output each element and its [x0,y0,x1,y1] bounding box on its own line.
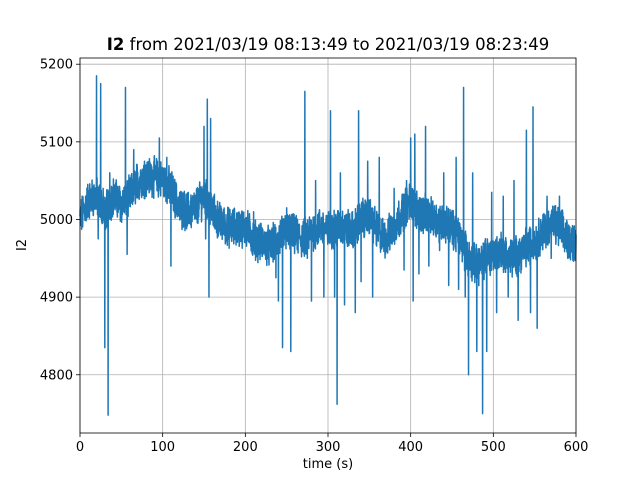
x-axis-ticks: 0 100 200 300 400 500 600 [76,433,589,455]
x-tick-label: 300 [316,440,341,455]
x-tick-label: 400 [398,440,423,455]
series-layer [79,75,577,416]
y-tick-label: 4800 [40,368,73,383]
x-tick-label: 500 [481,440,506,455]
chart-title: I2 from 2021/03/19 08:13:49 to 2021/03/1… [107,35,549,54]
x-axis-label: time (s) [303,457,353,472]
x-tick-label: 200 [233,440,258,455]
y-tick-label: 4900 [40,291,73,306]
chart-title-bold: I2 [107,35,125,54]
y-tick-label: 5200 [40,58,73,73]
y-tick-label: 5000 [40,213,73,228]
chart-title-rest: from 2021/03/19 08:13:49 to 2021/03/19 0… [124,35,549,54]
series-line-i2 [79,75,577,416]
x-tick-label: 0 [76,440,84,455]
x-tick-label: 600 [564,440,589,455]
y-axis-ticks: 4800 4900 5000 5100 5200 [40,58,80,383]
x-tick-label: 100 [150,440,175,455]
y-axis-label: I2 [15,239,30,251]
y-tick-label: 5100 [40,135,73,150]
